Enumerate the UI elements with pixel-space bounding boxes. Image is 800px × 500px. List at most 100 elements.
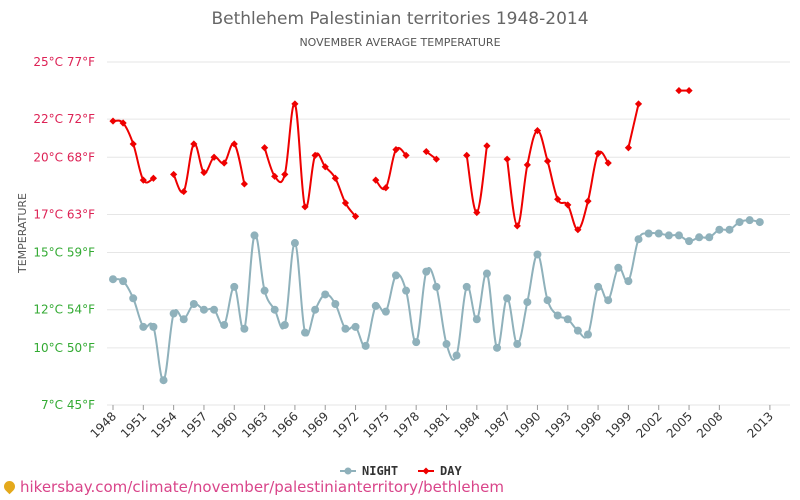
data-point-night[interactable] [199, 305, 208, 314]
data-point-night[interactable] [725, 225, 734, 234]
data-point-day[interactable] [351, 212, 360, 220]
data-point-night[interactable] [614, 263, 623, 272]
data-point-night[interactable] [381, 307, 390, 316]
data-point-day[interactable] [533, 127, 542, 135]
data-point-night[interactable] [543, 296, 552, 305]
data-point-day[interactable] [392, 146, 400, 154]
data-point-day[interactable] [584, 197, 592, 205]
data-point-night[interactable] [422, 267, 431, 276]
data-point-night[interactable] [391, 271, 400, 280]
data-point-night[interactable] [240, 324, 249, 333]
data-point-night[interactable] [290, 239, 299, 248]
footer-link[interactable]: hikersbay.com/climate/november/palestini… [1, 478, 504, 496]
legend-item-day[interactable]: DAY [418, 464, 462, 478]
data-point-night[interactable] [371, 301, 380, 310]
data-point-day[interactable] [190, 140, 198, 148]
legend[interactable]: NIGHT DAY [340, 464, 462, 478]
data-point-day[interactable] [170, 170, 178, 179]
data-point-day[interactable] [210, 153, 218, 161]
data-point-night[interactable] [230, 282, 239, 291]
data-point-day[interactable] [220, 159, 228, 167]
data-point-night[interactable] [432, 282, 441, 291]
data-point-day[interactable] [543, 157, 552, 165]
data-point-night[interactable] [695, 233, 704, 242]
data-point-night[interactable] [452, 351, 461, 360]
data-point-night[interactable] [331, 300, 340, 309]
data-point-day[interactable] [675, 86, 683, 95]
data-point-night[interactable] [745, 216, 754, 225]
data-point-day[interactable] [432, 155, 440, 163]
data-point-day[interactable] [604, 159, 612, 167]
data-point-day[interactable] [260, 144, 269, 152]
data-point-night[interactable] [553, 311, 562, 320]
data-point-day[interactable] [503, 155, 511, 163]
data-point-night[interactable] [533, 250, 542, 259]
data-point-day[interactable] [341, 199, 350, 207]
data-point-night[interactable] [493, 343, 502, 352]
data-point-day[interactable] [180, 187, 188, 196]
data-point-day[interactable] [422, 147, 430, 156]
data-point-day[interactable] [513, 222, 521, 230]
legend-item-night[interactable]: NIGHT [340, 464, 398, 478]
data-point-day[interactable] [301, 203, 309, 211]
data-point-day[interactable] [230, 140, 238, 148]
data-point-night[interactable] [220, 320, 229, 329]
data-point-night[interactable] [129, 294, 138, 303]
data-point-night[interactable] [250, 231, 259, 240]
data-point-night[interactable] [664, 231, 673, 240]
data-point-night[interactable] [351, 322, 360, 331]
data-point-day[interactable] [281, 170, 289, 179]
data-point-night[interactable] [715, 225, 724, 234]
data-point-night[interactable] [634, 235, 643, 244]
data-point-day[interactable] [634, 100, 643, 108]
data-point-day[interactable] [574, 226, 582, 234]
data-point-day[interactable] [321, 163, 329, 171]
data-point-day[interactable] [240, 180, 248, 188]
data-point-day[interactable] [483, 142, 491, 150]
data-point-day[interactable] [523, 161, 531, 169]
data-point-night[interactable] [503, 294, 512, 303]
data-point-day[interactable] [139, 176, 147, 184]
data-point-day[interactable] [624, 144, 633, 152]
data-point-night[interactable] [685, 237, 694, 246]
data-point-night[interactable] [109, 275, 117, 284]
data-point-night[interactable] [472, 315, 481, 324]
data-point-night[interactable] [755, 218, 764, 227]
data-point-night[interactable] [139, 322, 148, 331]
data-point-day[interactable] [291, 100, 299, 108]
data-point-night[interactable] [523, 298, 532, 307]
data-point-night[interactable] [149, 322, 158, 331]
data-point-day[interactable] [372, 176, 380, 184]
data-point-night[interactable] [604, 296, 613, 305]
data-point-night[interactable] [705, 233, 714, 242]
data-point-night[interactable] [311, 305, 320, 314]
data-point-night[interactable] [482, 269, 491, 278]
data-point-night[interactable] [583, 330, 592, 339]
data-point-night[interactable] [442, 340, 451, 349]
data-point-day[interactable] [382, 184, 390, 192]
data-point-day[interactable] [564, 201, 572, 209]
data-point-night[interactable] [674, 231, 683, 240]
data-point-day[interactable] [119, 119, 127, 127]
data-point-night[interactable] [412, 338, 421, 347]
data-point-night[interactable] [321, 290, 330, 299]
data-point-day[interactable] [109, 117, 117, 125]
data-point-night[interactable] [513, 340, 522, 349]
data-point-night[interactable] [280, 320, 289, 329]
data-point-day[interactable] [685, 86, 693, 95]
data-point-night[interactable] [654, 229, 663, 238]
data-point-night[interactable] [624, 277, 633, 286]
data-point-night[interactable] [119, 277, 128, 286]
data-point-day[interactable] [554, 195, 562, 203]
data-point-day[interactable] [402, 151, 410, 159]
data-point-day[interactable] [271, 172, 279, 180]
data-point-night[interactable] [270, 305, 279, 314]
data-point-night[interactable] [462, 282, 471, 291]
data-point-night[interactable] [341, 324, 350, 333]
data-point-night[interactable] [594, 282, 603, 291]
data-point-day[interactable] [311, 151, 319, 159]
data-point-night[interactable] [260, 286, 269, 295]
data-point-day[interactable] [473, 208, 481, 217]
data-point-night[interactable] [189, 300, 198, 309]
data-point-day[interactable] [200, 168, 208, 177]
